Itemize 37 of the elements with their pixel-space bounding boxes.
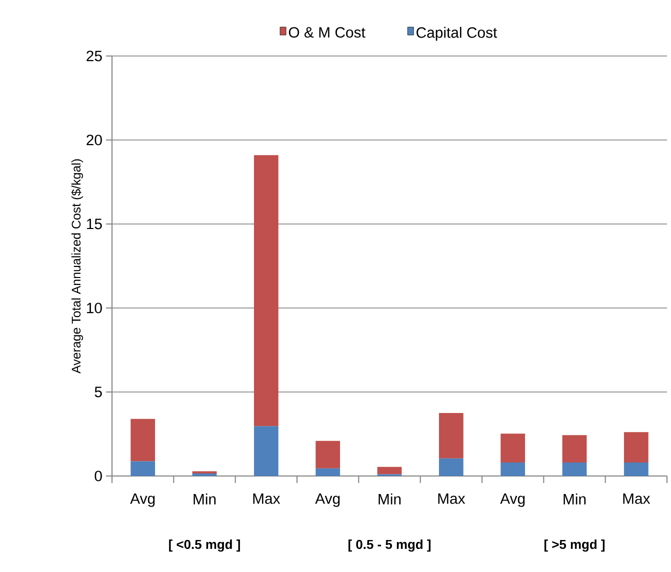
x-tick-label: Max [438,494,466,504]
text: [ >5 mgd ] [544,540,605,552]
y-tick-label: 15 [87,218,102,230]
y-tick-label: 10 [87,302,102,314]
x-tick-label: Min [564,494,586,504]
x-tick-label: Max [253,494,280,504]
y-tick-label: 0 [94,470,102,482]
legend-label: O & M Cost [288,27,366,38]
y-axis-title: Average Total Annualized Cost ($/kgal) [71,159,84,374]
bar [192,473,217,476]
x-tick-label: Max [623,494,650,504]
bar [624,462,648,476]
bar [377,466,402,474]
y-tick-label: 5 [94,386,102,398]
bar [316,440,340,468]
bar [438,412,464,458]
x-tick-label: Min [194,494,216,504]
x-tick-label: Avg [315,494,340,507]
bar [316,468,340,476]
bar [624,432,648,463]
x-tick-label: Avg [130,494,155,507]
text: [ 0.5 - 5 mgd ] [348,540,431,552]
bar [254,155,278,426]
bar [500,462,526,476]
legend-label: Capital Cost [416,26,498,41]
bar [254,426,278,476]
x-tick-label: Min [378,494,401,504]
bar [562,435,587,463]
bar [562,462,587,476]
x-tick-label: Avg [500,494,525,507]
y-tick-label: 25 [86,50,102,62]
bar [438,458,464,476]
bar [130,461,156,476]
bar [500,434,526,463]
y-tick-label: 20 [86,134,102,146]
bar [130,418,156,462]
text: [ <0.5 mgd ] [169,540,240,552]
